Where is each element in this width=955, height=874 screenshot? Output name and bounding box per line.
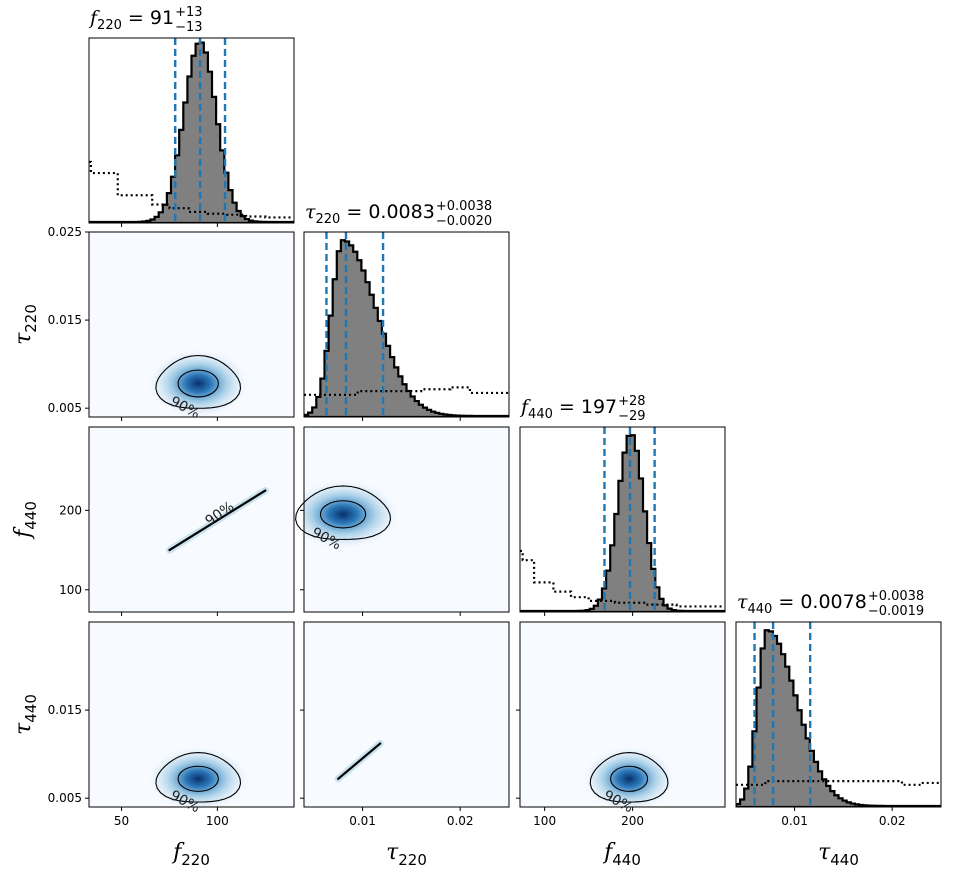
title-plus: +0.0038 [436,199,492,214]
marginal-title-f440: f440 = 197 [519,396,617,422]
x-tick-label: 100 [206,814,229,828]
title-plus: +28 [618,394,645,409]
contour-line [168,489,267,552]
posterior-histogram [520,434,725,612]
x-tick-label: 100 [533,814,556,828]
x-axis-label-τ220: τ220 [386,840,427,869]
y-tick-label: 200 [59,503,82,517]
prior-line [89,160,294,219]
posterior-histogram [89,41,294,223]
x-tick-label: 0.02 [447,814,474,828]
panel-frame [88,426,295,613]
joint-panel [88,426,295,613]
x-tick-label: 0.01 [349,814,376,828]
x-tick-label: 200 [621,814,644,828]
title-plus: +13 [175,5,202,20]
y-tick-label: 0.025 [48,225,82,239]
joint-panel [88,621,295,808]
contour-outer [589,751,669,803]
y-tick-label: 100 [59,583,82,597]
panel-frame [88,621,295,808]
x-tick-label: 0.02 [879,814,906,828]
density-blob [146,348,250,417]
contour-outer [155,354,242,409]
y-axis-label-f440: f440 [11,501,40,540]
joint-panel [519,621,726,808]
posterior-histogram [304,239,509,417]
joint-panel [295,426,510,613]
panel-frame [303,621,510,808]
contour-inner [610,765,649,792]
x-axis-label-f440: f440 [602,840,641,869]
prior-line [304,386,509,396]
marginal-panel-τ220 [303,231,510,418]
contour-inner [177,369,219,398]
title-minus: −13 [175,20,202,35]
marginal-title-f220: f220 = 91 [88,7,174,33]
contour-inner [177,765,219,792]
contour-inner [319,500,367,529]
posterior-histogram [736,629,941,807]
contour-outer [295,485,392,540]
title-minus: −0.0019 [868,604,924,619]
y-tick-label: 0.005 [48,401,82,415]
contour-outer [155,751,242,803]
density-blob [304,478,402,551]
density-background [89,427,294,612]
joint-panel [303,621,510,808]
title-minus: −29 [618,409,645,424]
prior-line [520,549,725,608]
y-tick-label: 0.015 [48,313,82,327]
x-tick-label: 0.01 [781,814,808,828]
marginal-panel-f220 [88,37,295,224]
panel-frame [519,621,726,808]
marginal-title-τ220: τ220 = 0.0083 [305,201,435,227]
panel-frame [735,621,942,808]
panel-frame [519,426,726,613]
x-tick-label: 50 [114,814,129,828]
y-tick-label: 0.015 [48,703,82,717]
panel-frame [88,37,295,224]
corner-panels [85,37,942,811]
marginal-panel-τ440 [735,621,942,808]
contour-line [337,742,382,780]
joint-panel [88,231,295,418]
title-plus: +0.0038 [868,589,924,604]
x-axis-label-τ440: τ440 [818,840,859,869]
x-axis-label-f220: f220 [171,840,210,869]
panel-frame [303,426,510,613]
marginal-title-τ440: τ440 = 0.0078 [737,591,867,617]
panel-frame [303,231,510,418]
y-axis-label-τ220: τ220 [11,304,40,345]
title-minus: −0.0020 [436,214,492,229]
y-axis-label-τ440: τ440 [11,694,40,735]
y-tick-label: 0.005 [48,791,82,805]
prior-line [736,780,941,786]
panel-frame [88,231,295,418]
marginal-panel-f440 [519,426,726,613]
